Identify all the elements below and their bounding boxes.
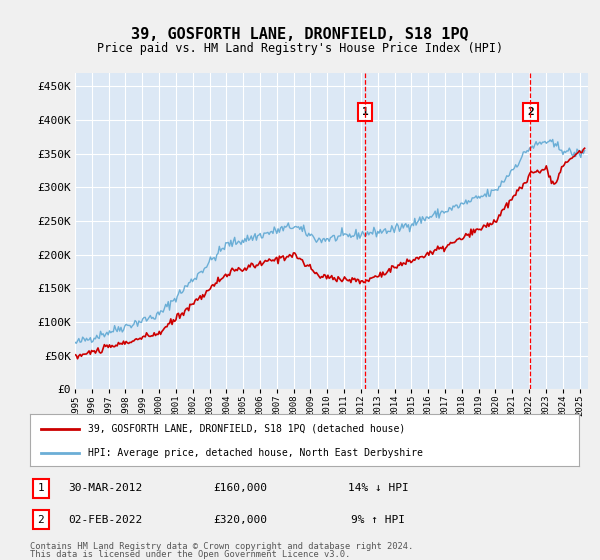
Text: 30-MAR-2012: 30-MAR-2012 [68, 483, 142, 493]
Text: HPI: Average price, detached house, North East Derbyshire: HPI: Average price, detached house, Nort… [88, 448, 422, 458]
Text: £320,000: £320,000 [213, 515, 267, 525]
Text: 39, GOSFORTH LANE, DRONFIELD, S18 1PQ: 39, GOSFORTH LANE, DRONFIELD, S18 1PQ [131, 27, 469, 42]
Text: This data is licensed under the Open Government Licence v3.0.: This data is licensed under the Open Gov… [30, 550, 350, 559]
Text: 2: 2 [37, 515, 44, 525]
Text: 02-FEB-2022: 02-FEB-2022 [68, 515, 142, 525]
Text: £160,000: £160,000 [213, 483, 267, 493]
Text: 9% ↑ HPI: 9% ↑ HPI [351, 515, 405, 525]
Text: 14% ↓ HPI: 14% ↓ HPI [347, 483, 409, 493]
Text: 2: 2 [527, 108, 534, 118]
Text: 1: 1 [37, 483, 44, 493]
Text: 39, GOSFORTH LANE, DRONFIELD, S18 1PQ (detached house): 39, GOSFORTH LANE, DRONFIELD, S18 1PQ (d… [88, 424, 405, 434]
Text: Price paid vs. HM Land Registry's House Price Index (HPI): Price paid vs. HM Land Registry's House … [97, 42, 503, 55]
Text: 1: 1 [362, 108, 368, 118]
Text: Contains HM Land Registry data © Crown copyright and database right 2024.: Contains HM Land Registry data © Crown c… [30, 542, 413, 551]
